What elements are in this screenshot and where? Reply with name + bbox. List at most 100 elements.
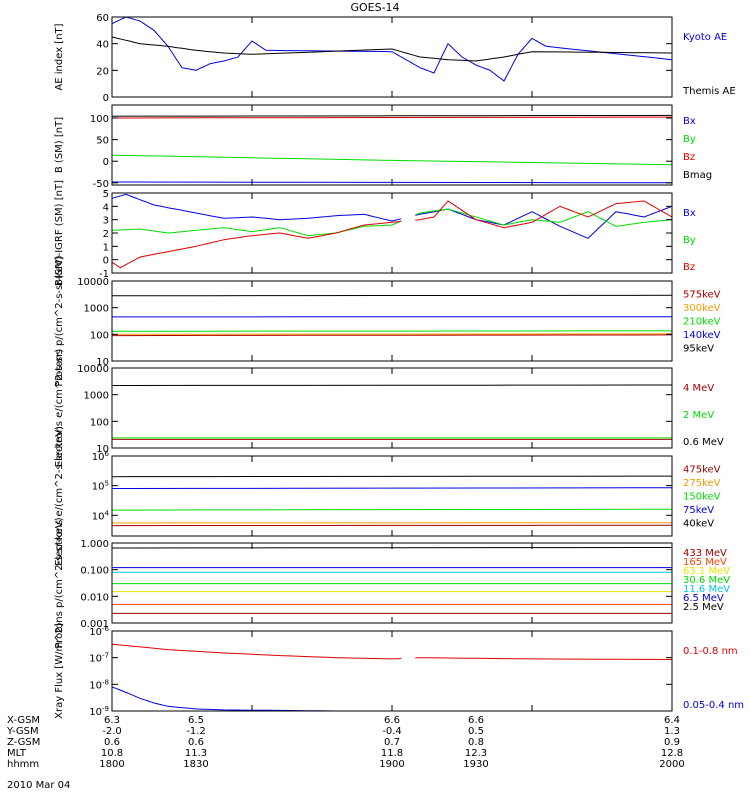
yticklabel-protons1-1: 100 [90,330,109,341]
legend-protons2-6: 2.5 MeV [683,602,724,613]
legend-xray-1: 0.05-0.4 nm [683,700,744,711]
legend-electrons1-2: 0.6 MeV [683,437,724,448]
panel-protons1 [111,280,673,362]
footer-label-4: hhmm [7,759,39,770]
legend-protons1-1: 300keV [683,303,721,314]
yticklabel-protons2-0: 0.001 [80,619,109,630]
legend-electrons1-1: 2 MeV [683,410,714,421]
panel-frame-bdiff [111,192,673,274]
ylabel-electrons2: Electrons e/(cm^2-s-sr-keV) [54,426,65,566]
series-bdiff-1-seg-1 [415,208,673,227]
footer-value-0-1: 6.5 [188,715,204,726]
footer-value-3-2: 11.8 [381,748,403,759]
yticklabel-electrons1-3: 10000 [77,364,109,375]
yticklabel-xray-2: 10-7 [89,652,109,665]
legend-electrons2-2: 150keV [683,491,721,502]
footer-date: 2010 Mar 04 [7,780,71,791]
footer-label-3: MLT [7,748,27,759]
footer-label-1: Y-GSM [6,726,39,737]
footer-value-3-1: 11.3 [185,748,207,759]
footer-value-1-1: -1.2 [186,726,206,737]
ylabel-bdiff: B(SM)-IGRF (SM) [nT] [54,180,65,286]
panel-xray [111,630,673,712]
legend-protons2-2: 63.1 MeV [683,566,730,577]
footer-value-4-2: 1900 [379,759,404,770]
ylabel-xray: Xray Flux [W/m^2] [54,623,65,719]
footer-value-1-0: -2.0 [102,726,122,737]
yticklabel-xray-1: 10-8 [89,678,109,691]
yticklabel-ae-3: 60 [96,13,109,24]
yticklabel-electrons1-0: 10 [96,444,109,455]
legend-ae-1: Themis AE [682,86,736,97]
panel-ae [111,16,673,98]
legend-electrons1-0: 4 MeV [683,383,714,394]
legend-protons1-3: 140keV [683,330,721,341]
legend-b-0: Bx [683,116,696,127]
yticklabel-bdiff-3: 2 [103,229,109,240]
series-bdiff-0-seg-0 [111,193,402,222]
footer-value-1-4: 1.3 [664,726,680,737]
yticklabel-electrons1-2: 1000 [84,391,109,402]
yticklabel-electrons1-1: 100 [90,417,109,428]
legend-bdiff-1: By [683,235,696,246]
yticklabel-xray-3: 10-6 [89,625,109,638]
yticklabel-electrons2-0: 104 [92,509,110,522]
series-b-1-seg-0 [111,154,673,166]
yticklabel-bdiff-1: 0 [103,256,109,267]
footer-value-4-0: 1800 [99,759,124,770]
ylabel-electrons1: Electrons e/(cm^2-s-sr) [54,349,65,468]
panel-protons2 [111,542,673,624]
footer-value-3-4: 12.8 [661,748,683,759]
legend-protons1-0: 575keV [683,289,721,300]
series-bdiff-0-seg-1 [415,205,673,239]
legend-b-3: Bmag [683,170,712,181]
footer-value-3-3: 12.3 [465,748,487,759]
footer-value-4-1: 1830 [183,759,208,770]
footer-value-3-0: 10.8 [101,748,123,759]
series-b-3-seg-0 [111,114,673,117]
yticklabel-protons1-2: 1000 [84,304,109,315]
legend-b-1: By [683,134,696,145]
chart-title: GOES-14 [350,1,400,14]
legend-electrons2-1: 275keV [683,478,721,489]
yticklabel-xray-0: 10-9 [89,705,109,718]
legend-protons1-4: 95keV [683,343,714,354]
yticklabel-bdiff-6: 5 [103,189,109,200]
legend-xray-0: 0.1-0.8 nm [683,646,738,657]
yticklabel-protons1-0: 10 [96,357,109,368]
footer-value-0-2: 6.6 [384,715,400,726]
legend-bdiff-0: Bx [683,208,696,219]
panel-electrons2 [111,455,673,537]
series-electrons2-2-seg-0 [111,508,673,511]
footer-value-4-4: 2000 [659,759,684,770]
ylabel-b: B (SM) [nT] [54,117,65,173]
legend-bdiff-2: Bz [683,262,695,273]
yticklabel-protons2-2: 0.100 [80,566,109,577]
yticklabel-electrons2-2: 106 [92,450,110,463]
yticklabel-bdiff-2: 1 [103,242,109,253]
series-xray-0-seg-0 [111,643,402,660]
yticklabel-b-1: 0 [103,157,109,168]
yticklabel-bdiff-4: 3 [103,216,109,227]
footer-value-4-3: 1930 [463,759,488,770]
footer-value-1-2: -0.4 [382,726,402,737]
footer-value-0-0: 6.3 [104,715,120,726]
legend-electrons2-0: 475keV [683,464,721,475]
legend-protons2-3: 30.6 MeV [683,575,730,586]
yticklabel-ae-2: 40 [96,40,109,51]
footer-value-1-3: 0.5 [468,726,484,737]
panel-frame-xray [111,630,673,712]
yticklabel-ae-0: 0 [103,93,109,104]
yticklabel-electrons2-1: 105 [92,480,109,493]
footer-value-2-0: 0.6 [104,737,120,748]
yticklabel-protons1-3: 10000 [77,277,109,288]
series-bdiff-2-seg-1 [415,200,673,229]
series-protons1-0-seg-0 [111,334,673,337]
panel-electrons1 [111,367,673,449]
panel-frame-protons1 [111,280,673,362]
footer-value-2-1: 0.6 [188,737,204,748]
footer-value-2-3: 0.8 [468,737,484,748]
series-b-2-seg-0 [111,116,673,119]
legend-protons2-5: 6.5 MeV [683,593,724,604]
